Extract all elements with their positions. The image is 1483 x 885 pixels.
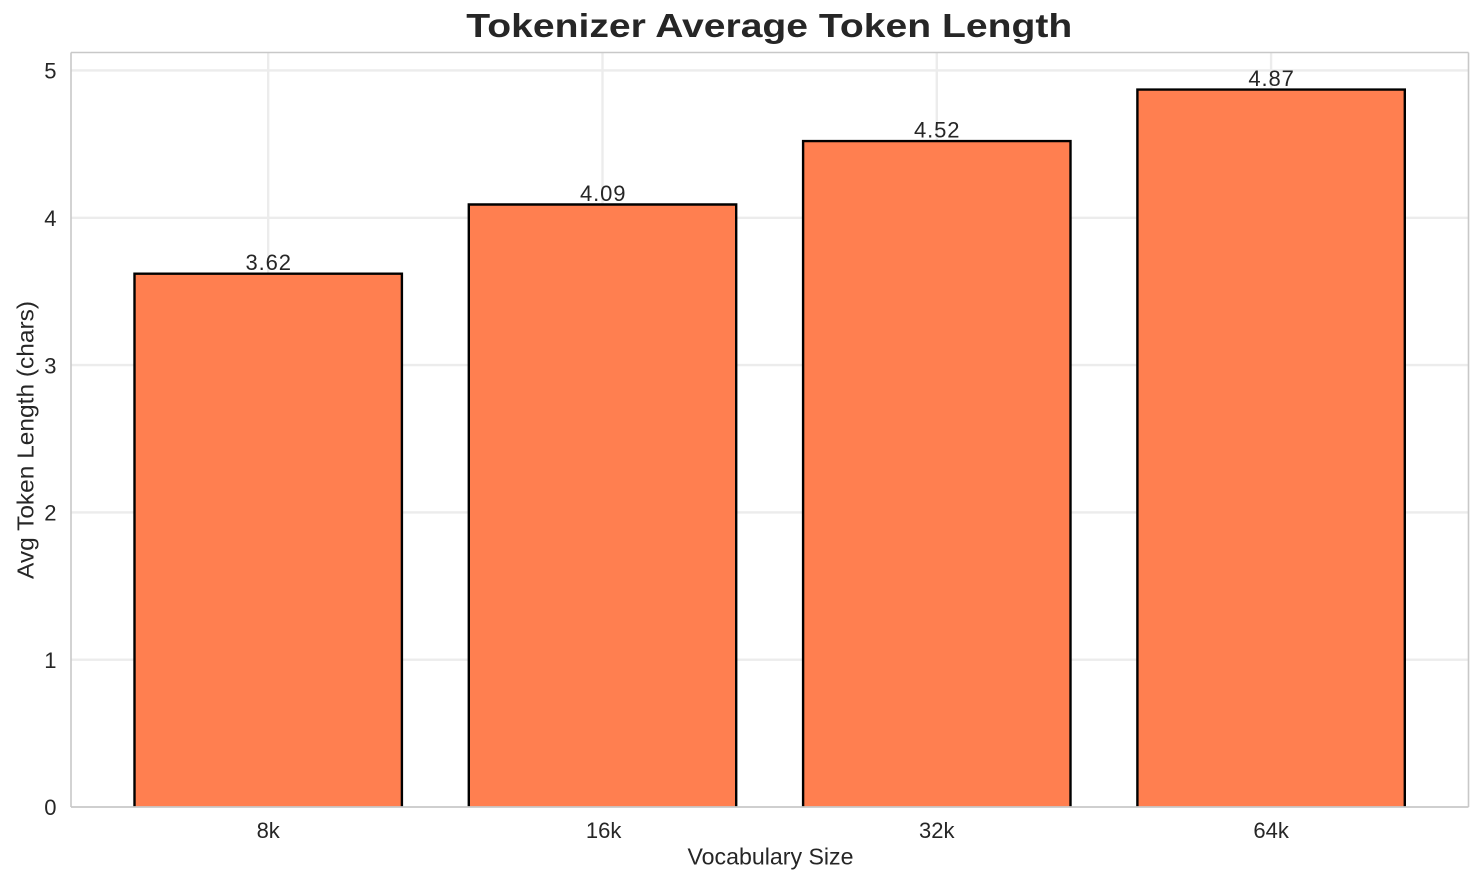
svg-text:Avg Token Length (chars): Avg Token Length (chars) bbox=[13, 301, 39, 579]
svg-text:Vocabulary Size: Vocabulary Size bbox=[688, 844, 854, 870]
svg-text:0: 0 bbox=[44, 795, 56, 820]
svg-text:5: 5 bbox=[44, 59, 56, 84]
svg-text:1: 1 bbox=[44, 648, 56, 673]
svg-text:4.52: 4.52 bbox=[914, 118, 960, 143]
svg-text:32k: 32k bbox=[919, 818, 955, 843]
svg-text:4.87: 4.87 bbox=[1248, 66, 1294, 91]
svg-text:3: 3 bbox=[44, 353, 56, 378]
svg-text:16k: 16k bbox=[586, 818, 622, 843]
svg-text:3.62: 3.62 bbox=[245, 250, 291, 275]
svg-text:4.09: 4.09 bbox=[580, 181, 626, 206]
svg-text:4: 4 bbox=[44, 206, 56, 231]
svg-text:64k: 64k bbox=[1253, 818, 1289, 843]
svg-text:2: 2 bbox=[44, 501, 56, 526]
svg-text:8k: 8k bbox=[257, 818, 281, 843]
svg-text:Tokenizer Average Token Length: Tokenizer Average Token Length bbox=[466, 7, 1072, 44]
